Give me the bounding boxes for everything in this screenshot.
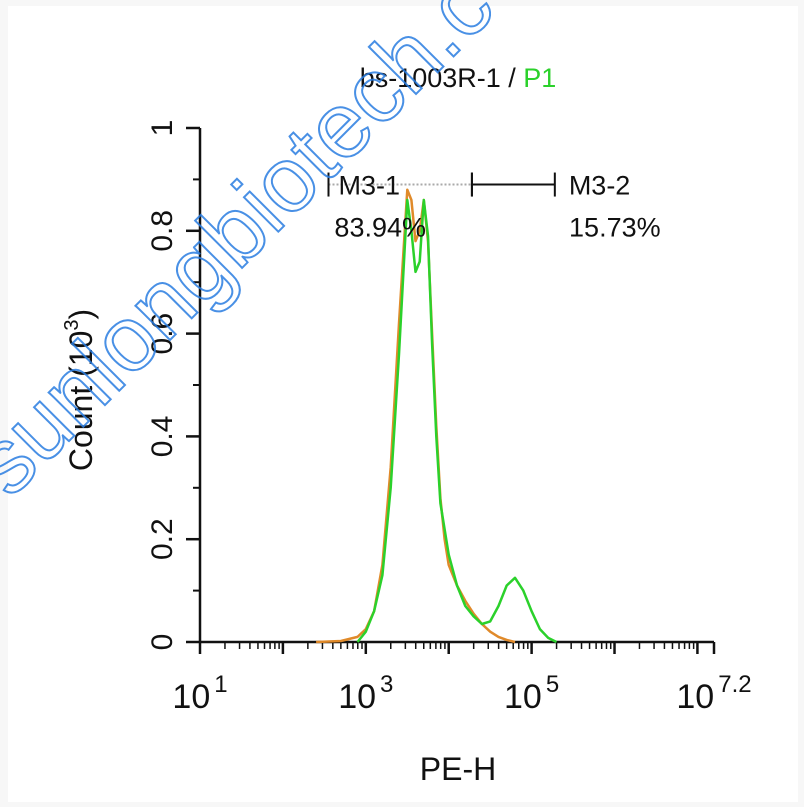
chart-title: bs-1003R-1 / P1 (360, 63, 557, 93)
y-tick-label: 0.8 (146, 210, 179, 252)
svg-text:Count (103): Count (103) (61, 309, 99, 471)
histogram-line-orange (316, 188, 516, 644)
histogram-line-green (356, 198, 558, 644)
marker-label-2: M3-2 (569, 171, 631, 201)
title-sample: bs-1003R-1 (360, 63, 501, 93)
marker-percent-1: 83.94% (334, 213, 426, 243)
y-axis-label: Count (103) (61, 309, 99, 471)
x-axis-label: PE-H (420, 751, 496, 787)
title-gate: P1 (523, 63, 556, 93)
x-tick-label: 10 5 (504, 671, 559, 716)
y-tick-label: 0.4 (146, 416, 179, 458)
y-axis-label-close: ) (63, 309, 99, 320)
marker-gates: M3-1 83.94% M3-2 15.73% (327, 171, 661, 243)
y-tick-label: 1 (146, 120, 179, 137)
x-tick-label: 10 3 (338, 671, 393, 716)
y-tick-label: 0 (146, 634, 179, 651)
svg-text:bs-1003R-1 / P1: bs-1003R-1 / P1 (360, 63, 557, 93)
y-tick-label: 0.6 (146, 313, 179, 355)
y-tick-label: 0.2 (146, 518, 179, 560)
title-separator: / (501, 63, 524, 93)
axes: 0 0.2 0.4 0.6 0.8 1 10 1 10 3 10 5 10 7.2 (146, 120, 752, 716)
y-axis-label-text: Count (10 (63, 331, 99, 472)
marker-label-1: M3-1 (339, 171, 401, 201)
x-tick-label: 10 1 (172, 671, 227, 716)
marker-percent-2: 15.73% (569, 213, 661, 243)
y-axis-label-exponent: 3 (61, 320, 83, 331)
x-tick-label: 10 7.2 (676, 671, 751, 716)
chart-panel (8, 6, 798, 802)
curves (316, 188, 558, 644)
